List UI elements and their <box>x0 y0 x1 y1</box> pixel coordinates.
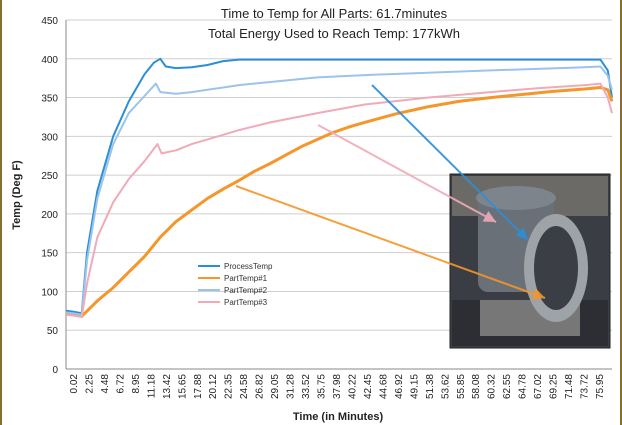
x-tick-label: 73.72 <box>580 374 591 399</box>
x-tick-label: 71.48 <box>564 374 575 399</box>
x-tick-label: 53.62 <box>440 374 451 399</box>
legend: ProcessTemp PartTemp#1 PartTemp#2 PartTemp#… <box>198 262 273 307</box>
x-tick-label: 55.85 <box>456 374 467 399</box>
x-axis-title: Time (in Minutes) <box>293 411 384 423</box>
x-tick-label: 0.02 <box>69 374 80 394</box>
x-tick-label: 60.32 <box>487 374 498 399</box>
y-tick-label: 200 <box>41 210 58 221</box>
x-tick-label: 37.98 <box>332 374 343 399</box>
y-axis-title: Temp (Deg F) <box>11 160 23 230</box>
x-tick-label: 42.45 <box>363 374 374 399</box>
arrow-process-temp <box>371 84 529 241</box>
x-tick-label: 17.88 <box>193 374 204 399</box>
series-line-parttemp-3 <box>65 82 613 318</box>
x-tick-label: 40.22 <box>347 374 358 399</box>
x-tick-label: 35.75 <box>317 374 328 399</box>
legend-label: PartTemp#2 <box>224 286 268 295</box>
x-tick-label: 58.08 <box>471 374 482 399</box>
x-tick-label: 69.25 <box>549 374 560 399</box>
x-tick-label: 33.52 <box>301 374 312 399</box>
x-tick-label: 31.28 <box>286 374 297 399</box>
y-tick-labels: 0 50 100 150 200 250 300 350 400 450 <box>41 16 58 376</box>
y-tick-label: 250 <box>41 171 58 182</box>
part-photo-icon <box>449 173 611 349</box>
y-tick-label: 150 <box>41 249 58 260</box>
legend-label: PartTemp#3 <box>224 298 268 307</box>
x-tick-label: 67.02 <box>533 374 544 399</box>
photo-border <box>449 173 611 349</box>
x-tick-label: 46.92 <box>394 374 405 399</box>
arrow-part-temp-1 <box>235 185 546 300</box>
x-tick-label: 29.05 <box>270 374 281 399</box>
x-tick-label: 20.12 <box>208 374 219 399</box>
x-tick-label: 49.15 <box>409 374 420 399</box>
x-tick-label: 13.42 <box>162 374 173 399</box>
series-line-parttemp-1 <box>65 86 614 318</box>
x-tick-label: 8.95 <box>131 374 142 394</box>
y-tick-label: 50 <box>47 326 59 337</box>
legend-label: ProcessTemp <box>224 262 273 271</box>
x-tick-label: 44.68 <box>378 374 389 399</box>
chart-title: Time to Temp for All Parts: 61.7minutes <box>221 6 448 21</box>
annotation-arrows <box>235 84 546 300</box>
y-tick-label: 450 <box>41 16 58 27</box>
x-tick-label: 64.78 <box>518 374 529 399</box>
x-tick-labels: 0.02 2.25 4.48 6.72 8.95 11.18 13.42 15.65 17.88… <box>69 374 606 399</box>
photo-part-top-rim <box>476 186 556 210</box>
x-tick-label: 11.18 <box>146 374 157 399</box>
x-tick-label: 24.58 <box>239 374 250 399</box>
arrow-part-temp-3 <box>317 124 497 223</box>
series-lines <box>65 57 614 318</box>
photo-flange-opening <box>534 226 578 310</box>
series-line-parttemp-2 <box>65 65 613 316</box>
x-tick-label: 2.25 <box>84 374 95 394</box>
legend-label: PartTemp#1 <box>224 274 268 283</box>
x-tick-label: 6.72 <box>115 374 126 394</box>
x-tick-label: 26.82 <box>255 374 266 399</box>
x-tick-label: 22.35 <box>224 374 235 399</box>
x-tick-label: 75.95 <box>595 374 606 399</box>
y-tick-label: 350 <box>41 94 58 105</box>
x-tick-label: 62.55 <box>502 374 513 399</box>
x-tick-label: 4.48 <box>100 374 111 394</box>
x-tick-label: 51.38 <box>425 374 436 399</box>
y-tick-label: 0 <box>52 365 58 376</box>
y-tick-label: 400 <box>41 55 58 66</box>
x-tick-label: 15.65 <box>177 374 188 399</box>
y-tick-label: 300 <box>41 132 58 143</box>
y-tick-label: 100 <box>41 287 58 298</box>
chart-subtitle: Total Energy Used to Reach Temp: 177kWh <box>208 26 460 41</box>
series-line-processtemp <box>65 57 613 315</box>
